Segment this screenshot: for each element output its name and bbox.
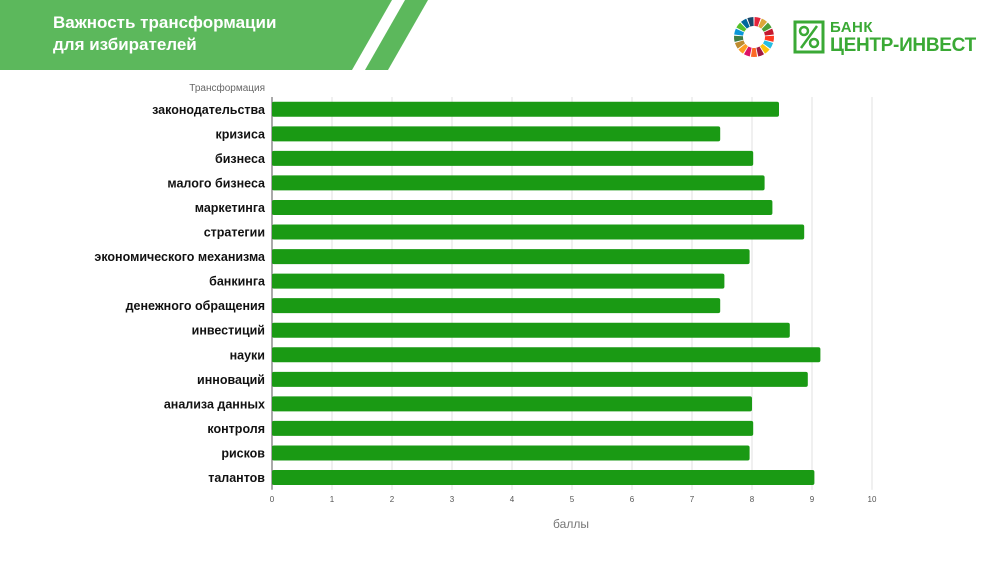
category-label: талантов (208, 471, 265, 485)
bar (272, 224, 805, 240)
bank-logo-icon (793, 20, 825, 54)
bank-name-line1: БАНК (830, 19, 874, 36)
sdg-wheel-segment (747, 17, 754, 27)
bank-logo-circle-top (798, 25, 810, 37)
sdg-wheel-segment (762, 40, 774, 49)
header-banner (0, 0, 428, 70)
x-tick-label: 2 (390, 495, 395, 504)
x-tick-label: 10 (868, 495, 877, 504)
sdg-wheel-segment (763, 28, 774, 36)
category-label: кризиса (215, 127, 266, 141)
sdg-wheel-segment (743, 46, 752, 57)
category-label: инноваций (197, 373, 265, 387)
x-tick-label: 8 (750, 495, 755, 504)
sdg-wheel-segment (736, 22, 747, 32)
page-title-line1: Важность трансформации (53, 13, 277, 32)
bank-logo-slash (799, 25, 819, 49)
bar (272, 347, 821, 363)
bar (272, 445, 750, 461)
header-banner-bg (0, 0, 392, 70)
bank-logo-text: БАНК ЦЕНТР-ИНВЕСТ (830, 20, 976, 56)
category-label: законодательства (152, 103, 266, 117)
category-label: бизнеса (215, 152, 266, 166)
x-tick-label: 5 (570, 495, 575, 504)
sdg-wheel-segment (734, 35, 744, 42)
category-label: банкинга (209, 275, 266, 289)
sdg-wheel-segment (754, 17, 761, 27)
sdg-wheel-segment (760, 43, 770, 54)
category-label: инвестиций (192, 324, 265, 338)
sdg-wheel-segment (734, 40, 746, 49)
bar (272, 396, 752, 412)
sdg-wheel-segment (761, 22, 772, 32)
bar-chart: 0 1 2 3 4 5 6 7 8 9 10 законодательства кризиса бизне… (94, 82, 877, 531)
x-tick-label: 3 (450, 495, 455, 504)
y-axis-title: Трансформация (189, 82, 265, 94)
page-title: Важность трансформации для избирателей (53, 12, 373, 56)
x-axis-title: баллы (553, 517, 589, 531)
category-label: маркетинга (195, 201, 266, 215)
bar (272, 101, 779, 117)
category-label: малого бизнеса (167, 176, 266, 190)
sdg-wheel-icon (734, 17, 774, 57)
bar (272, 126, 721, 142)
bank-logo-circle-bottom (808, 37, 820, 49)
sdg-wheel-segment (758, 18, 768, 29)
x-tick-label: 9 (810, 495, 815, 504)
sdg-wheel-segment (738, 43, 748, 54)
page-title-line2: для избирателей (53, 35, 197, 54)
bar (272, 150, 754, 166)
category-label: науки (230, 348, 265, 362)
x-tick-label: 7 (690, 495, 695, 504)
bar (272, 371, 808, 387)
bar (272, 175, 765, 191)
x-tick-label: 0 (270, 495, 275, 504)
bank-name-line2: ЦЕНТР-ИНВЕСТ (830, 35, 976, 56)
x-tick-label: 4 (510, 495, 515, 504)
bar (272, 420, 754, 436)
sdg-wheel-segment (734, 28, 745, 36)
category-label: контроля (207, 422, 265, 436)
bar (272, 249, 750, 265)
category-label: экономического механизма (94, 250, 266, 264)
category-label: анализа данных (164, 397, 265, 411)
bank-logo-frame (793, 20, 825, 54)
x-tick-label: 6 (630, 495, 635, 504)
sdg-wheel-segment (740, 18, 750, 29)
bar (272, 470, 815, 486)
sdg-wheel-segment (756, 46, 765, 57)
category-label: рисков (221, 446, 265, 460)
bar (272, 273, 725, 289)
header-banner-stripe (365, 0, 428, 70)
category-label: денежного обращения (126, 299, 265, 313)
sdg-wheel-segment (750, 47, 758, 57)
bar (272, 298, 721, 314)
x-tick-label: 1 (330, 495, 335, 504)
bar (272, 199, 773, 215)
category-label: стратегии (204, 226, 265, 240)
bar (272, 322, 790, 338)
sdg-wheel-segment (764, 35, 774, 42)
